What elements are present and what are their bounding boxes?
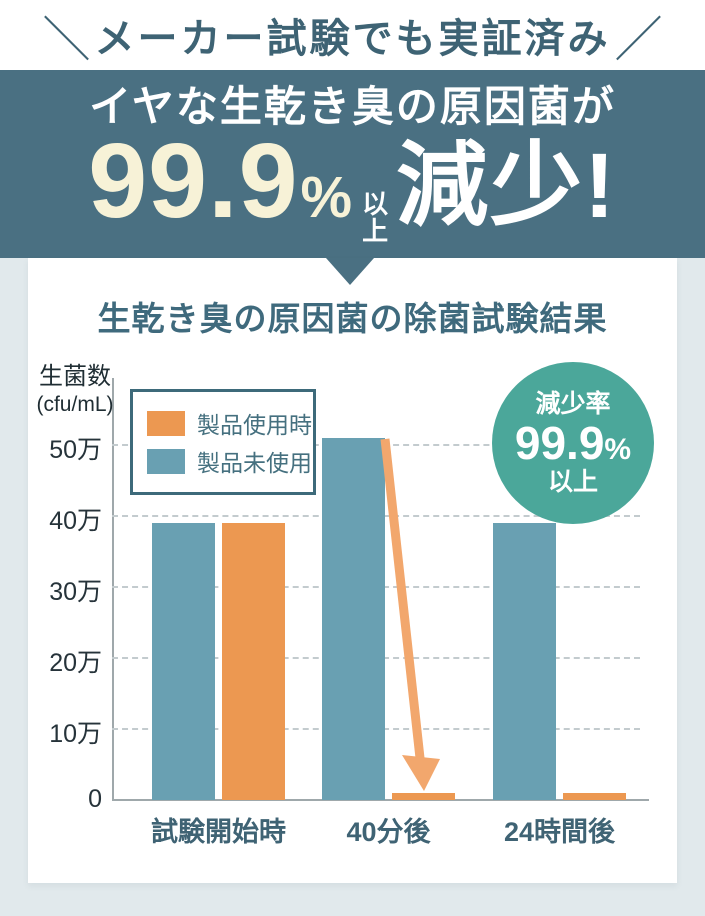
legend: 製品使用時製品未使用 bbox=[130, 389, 316, 495]
bar-without-product bbox=[493, 523, 556, 800]
y-axis-label: 生菌数 (cfu/mL) bbox=[28, 362, 122, 418]
y-tick-label: 20万 bbox=[49, 649, 102, 677]
chart-card: 生乾き臭の原因菌の除菌試験結果 生菌数 (cfu/mL) 製品使用時 製品未使用 … bbox=[28, 258, 677, 883]
ijou-stack: 以 上 bbox=[362, 189, 389, 247]
decorative-slash-left-icon: ＼ bbox=[42, 14, 91, 67]
badge-value-number: 99.9 bbox=[514, 416, 605, 469]
hero-headline: 99.9 % 以 上 減少! bbox=[0, 128, 705, 250]
y-tick-label: 0 bbox=[88, 785, 102, 813]
badge-suffix: 以上 bbox=[547, 468, 598, 497]
badge-value: 99.9% bbox=[515, 419, 631, 467]
badge-value-unit: % bbox=[604, 432, 632, 466]
decorative-slash-right-icon: ／ bbox=[614, 14, 663, 67]
y-axis-label-line1: 生菌数 bbox=[39, 363, 111, 390]
x-axis-category: 24時間後 bbox=[503, 817, 616, 847]
x-axis-category: 試験開始時 bbox=[151, 817, 286, 847]
legend-swatch-icon bbox=[147, 410, 185, 436]
bar-chart: 生菌数 (cfu/mL) 製品使用時製品未使用 減少率 99.9% 以上 0 10… bbox=[28, 258, 677, 883]
bar-with-product bbox=[222, 523, 285, 800]
legend-item: 製品使用時 bbox=[147, 406, 312, 440]
y-axis-line bbox=[112, 378, 114, 801]
x-axis-category: 40分後 bbox=[346, 817, 431, 847]
bar-with-product bbox=[563, 792, 626, 800]
legend-item-label: 製品使用時 bbox=[197, 412, 312, 438]
percent-number: 99.9 bbox=[88, 122, 299, 241]
ijou-top: 以 bbox=[362, 189, 389, 220]
legend-swatch-icon bbox=[147, 448, 185, 474]
percent-sign: % bbox=[300, 165, 353, 231]
chart-title: 生乾き臭の原因菌の除菌試験結果 bbox=[97, 300, 608, 337]
reduction-badge: 減少率 99.9% 以上 bbox=[492, 362, 654, 524]
legend-item-label: 製品未使用 bbox=[197, 450, 312, 476]
header-text: メーカー試験でも実証済み bbox=[94, 17, 611, 61]
hero-banner: イヤな生乾き臭の原因菌が 99.9 % 以 上 減少! bbox=[0, 70, 705, 258]
x-axis-line bbox=[112, 799, 649, 801]
pointer-triangle-icon bbox=[326, 258, 374, 285]
y-axis-label-line2: (cfu/mL) bbox=[36, 393, 114, 416]
y-tick-label: 40万 bbox=[49, 507, 102, 535]
y-tick-label: 50万 bbox=[49, 436, 102, 464]
bar-with-product bbox=[392, 792, 455, 800]
header-banner: ＼ メーカー試験でも実証済み ／ bbox=[0, 0, 705, 70]
ijou-bottom: 上 bbox=[362, 216, 389, 247]
bar-without-product bbox=[322, 437, 385, 800]
reduction-text: 減少! bbox=[396, 135, 617, 238]
y-tick-label: 10万 bbox=[49, 720, 102, 748]
legend-item: 製品未使用 bbox=[147, 444, 312, 478]
hero-subtitle: イヤな生乾き臭の原因菌が bbox=[89, 83, 616, 130]
badge-label: 減少率 bbox=[535, 389, 611, 418]
y-tick-label: 30万 bbox=[49, 578, 102, 606]
bar-without-product bbox=[152, 523, 215, 800]
